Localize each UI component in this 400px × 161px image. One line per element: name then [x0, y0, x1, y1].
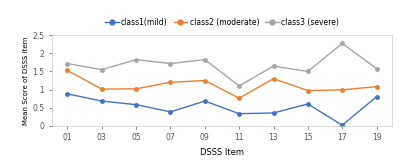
class3 (severe) [271, 65, 276, 67]
class2 (moderate) [168, 81, 173, 83]
class1(mild) [306, 103, 310, 105]
Line: class1(mild): class1(mild) [66, 92, 378, 127]
class2 (moderate) [99, 88, 104, 90]
class1(mild) [202, 100, 207, 102]
class3 (severe) [99, 69, 104, 71]
class1(mild) [340, 124, 345, 126]
class2 (moderate) [134, 88, 138, 90]
class3 (severe) [237, 85, 242, 87]
class1(mild) [65, 93, 70, 95]
Line: class3 (severe): class3 (severe) [66, 42, 378, 88]
class2 (moderate) [340, 89, 345, 91]
class3 (severe) [374, 68, 379, 70]
class3 (severe) [65, 63, 70, 65]
class1(mild) [134, 104, 138, 106]
class3 (severe) [202, 59, 207, 61]
class2 (moderate) [202, 80, 207, 81]
class1(mild) [374, 96, 379, 98]
class1(mild) [168, 111, 173, 113]
class2 (moderate) [237, 97, 242, 99]
class3 (severe) [168, 63, 173, 65]
class3 (severe) [306, 71, 310, 72]
class3 (severe) [134, 59, 138, 61]
class2 (moderate) [306, 90, 310, 92]
class2 (moderate) [65, 69, 70, 71]
Legend: class1(mild), class2 (moderate), class3 (severe): class1(mild), class2 (moderate), class3 … [102, 15, 342, 30]
class1(mild) [99, 100, 104, 102]
class1(mild) [237, 113, 242, 115]
class2 (moderate) [374, 86, 379, 88]
class2 (moderate) [271, 78, 276, 80]
X-axis label: DSSS Item: DSSS Item [200, 148, 244, 157]
class3 (severe) [340, 42, 345, 44]
class1(mild) [271, 112, 276, 114]
Y-axis label: Mean Score of DSSS Item: Mean Score of DSSS Item [24, 36, 30, 125]
Line: class2 (moderate): class2 (moderate) [66, 69, 378, 100]
